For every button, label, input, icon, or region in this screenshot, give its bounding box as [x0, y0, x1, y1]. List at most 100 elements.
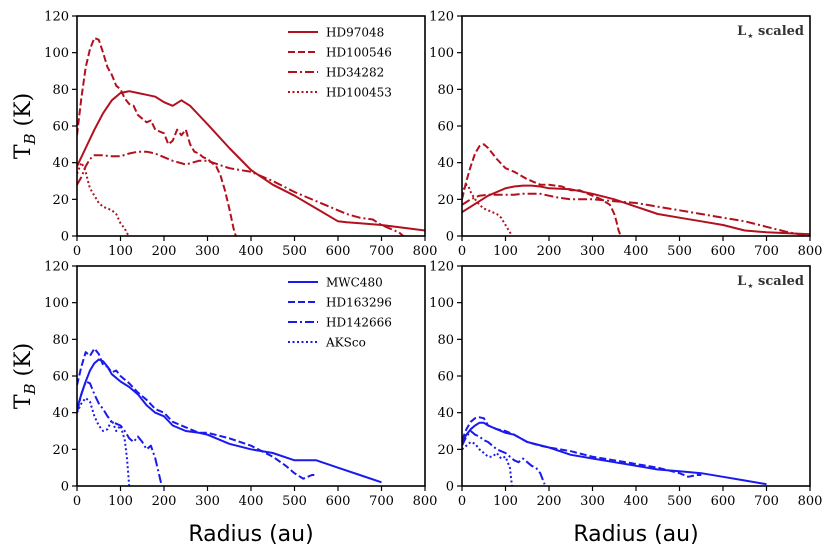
- x-tick-label: 100: [493, 244, 518, 259]
- y-tick-label: 100: [44, 296, 69, 311]
- x-tick-label: 400: [624, 494, 649, 509]
- y-tick-label: 40: [437, 406, 454, 421]
- x-tick-label: 500: [282, 494, 307, 509]
- y-axis-title: TB (K): [11, 93, 39, 159]
- y-tick-label: 0: [61, 230, 69, 245]
- series-line-hd100453: [77, 161, 130, 236]
- legend-label: MWC480: [326, 276, 383, 290]
- panel-top-left: 0 100 200 300 400 500 600 700 800 0 20 40 60 80 100 120…: [44, 10, 437, 260]
- y-tick-label: 80: [52, 83, 69, 98]
- y-tick-label: 100: [44, 46, 69, 61]
- series-line-mwc480: [462, 421, 767, 486]
- x-tick-label: 600: [326, 244, 351, 259]
- series-line-hd34282: [462, 192, 810, 236]
- x-tick-label: 400: [624, 244, 649, 259]
- x-tick-label: 200: [537, 494, 562, 509]
- y-tick-label: 80: [52, 333, 69, 348]
- plot-area: [462, 143, 810, 236]
- x-tick-label: 300: [195, 494, 220, 509]
- x-tick-label: 700: [754, 494, 779, 509]
- y-tick-label: 20: [437, 193, 454, 208]
- panel-top-right: 0 100 200 300 400 500 600 700 800 0 20 40 60 80 100 120…: [429, 10, 822, 260]
- series-line-hd163296: [462, 416, 702, 478]
- series-line-hd97048: [77, 90, 425, 232]
- plot-area: [77, 347, 382, 486]
- series-line-hd163296: [77, 347, 317, 480]
- y-tick-label: 120: [44, 260, 69, 275]
- series-line-mwc480: [77, 358, 382, 484]
- x-tick-label: 600: [711, 494, 736, 509]
- legend-label: HD142666: [326, 316, 392, 330]
- x-tick-label: 300: [580, 494, 605, 509]
- x-tick-label: 0: [73, 244, 81, 259]
- series-line-hd142666: [77, 380, 163, 486]
- y-tick-label: 120: [429, 260, 454, 275]
- legend-label: HD100453: [326, 86, 392, 100]
- y-tick-label: 0: [446, 230, 454, 245]
- series-line-hd100546: [462, 143, 622, 236]
- x-axis-title: Radius (au): [188, 522, 313, 547]
- series-line-hd100546: [77, 37, 237, 236]
- y-tick-label: 60: [52, 370, 69, 385]
- y-tick-label: 60: [437, 370, 454, 385]
- legend-label: AKSco: [325, 336, 366, 350]
- y-tick-label: 100: [429, 296, 454, 311]
- y-tick-label: 100: [429, 46, 454, 61]
- x-tick-label: 800: [798, 494, 823, 509]
- y-tick-label: 40: [52, 156, 69, 171]
- y-tick-label: 40: [52, 406, 69, 421]
- x-tick-label: 0: [458, 244, 466, 259]
- x-tick-label: 600: [711, 244, 736, 259]
- panel-bottom-left: 0 100 200 300 400 500 600 700 800 0 20 40 60 80 100 120…: [44, 260, 437, 510]
- x-tick-label: 800: [413, 494, 438, 509]
- x-tick-label: 0: [73, 494, 81, 509]
- legend-label: HD163296: [326, 296, 392, 310]
- x-tick-label: 700: [369, 494, 394, 509]
- x-tick-label: 200: [537, 244, 562, 259]
- y-axis-title: TB (K): [11, 343, 39, 409]
- series-line-hd142666: [462, 430, 546, 485]
- x-tick-label: 300: [580, 244, 605, 259]
- y-tick-label: 120: [44, 10, 69, 25]
- x-tick-label: 200: [152, 494, 177, 509]
- series-line-aksco: [462, 441, 513, 486]
- legend-label: HD34282: [326, 66, 384, 80]
- x-tick-label: 400: [239, 494, 264, 509]
- x-tick-label: 200: [152, 244, 177, 259]
- y-tick-label: 20: [437, 443, 454, 458]
- y-tick-label: 0: [61, 480, 69, 495]
- x-tick-label: 500: [667, 244, 692, 259]
- plot-area: [462, 416, 767, 486]
- scaled-annotation: L⋆ scaled: [737, 24, 804, 42]
- panel-bottom-right: 0 100 200 300 400 500 600 700 800 0 20 40 60 80 100 120…: [429, 260, 822, 510]
- series-line-hd34282: [77, 150, 404, 236]
- x-tick-label: 100: [108, 244, 133, 259]
- axes-frame: [461, 265, 811, 487]
- plot-area: [77, 37, 425, 236]
- x-tick-label: 100: [493, 494, 518, 509]
- x-tick-label: 400: [239, 244, 264, 259]
- y-tick-label: 60: [437, 120, 454, 135]
- y-tick-label: 0: [446, 480, 454, 495]
- y-tick-label: 80: [437, 333, 454, 348]
- x-tick-label: 800: [413, 244, 438, 259]
- x-tick-label: 700: [754, 244, 779, 259]
- x-tick-label: 500: [667, 494, 692, 509]
- x-tick-label: 300: [195, 244, 220, 259]
- legend-label: HD97048: [326, 26, 384, 40]
- series-line-hd97048: [462, 184, 810, 236]
- series-line-aksco: [77, 397, 131, 486]
- y-tick-label: 120: [429, 10, 454, 25]
- x-tick-label: 500: [282, 244, 307, 259]
- x-tick-label: 700: [369, 244, 394, 259]
- y-tick-label: 20: [52, 193, 69, 208]
- x-axis-title: Radius (au): [573, 522, 698, 547]
- scaled-annotation: L⋆ scaled: [737, 274, 804, 292]
- legend-label: HD100546: [326, 46, 392, 60]
- y-tick-label: 40: [437, 156, 454, 171]
- x-tick-label: 100: [108, 494, 133, 509]
- y-tick-label: 80: [437, 83, 454, 98]
- y-tick-label: 20: [52, 443, 69, 458]
- x-tick-label: 0: [458, 494, 466, 509]
